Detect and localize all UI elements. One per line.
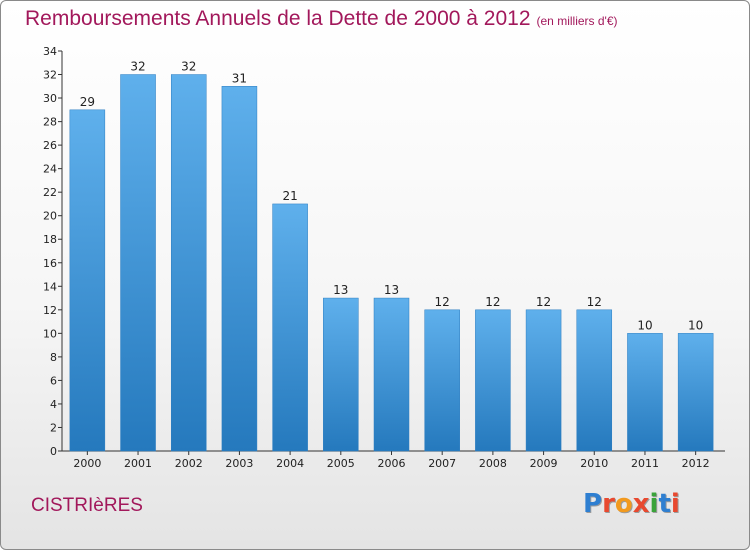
x-axis: 2000 2001 2002 2003 2004 2005 2006 2007 2008 2009… bbox=[62, 450, 725, 470]
y-tick-label: 6 bbox=[50, 374, 57, 387]
data-label: 10 bbox=[637, 318, 652, 332]
logo-letter: P bbox=[583, 489, 603, 519]
bar bbox=[69, 109, 106, 452]
y-tick-label: 18 bbox=[43, 233, 57, 246]
chart-subtitle: (en milliers d'€) bbox=[536, 14, 618, 28]
y-tick-label: 30 bbox=[43, 92, 57, 105]
data-labels: 29 32 32 31 21 13 13 12 12 12 12 10 10 bbox=[80, 60, 704, 333]
x-tick-label: 2001 bbox=[124, 457, 152, 470]
data-label: 29 bbox=[80, 95, 95, 109]
y-tick-label: 10 bbox=[43, 327, 57, 340]
y-tick-label: 28 bbox=[43, 116, 57, 129]
data-label: 13 bbox=[384, 283, 399, 297]
x-tick-label: 2007 bbox=[428, 457, 456, 470]
data-label: 32 bbox=[130, 60, 145, 74]
logo-letter: i bbox=[649, 489, 659, 519]
bar bbox=[373, 297, 410, 452]
data-label: 12 bbox=[485, 295, 500, 309]
bar bbox=[677, 333, 714, 452]
y-tick-label: 14 bbox=[43, 280, 57, 293]
y-tick-label: 20 bbox=[43, 210, 57, 223]
bar bbox=[627, 333, 663, 452]
data-label: 32 bbox=[181, 60, 196, 74]
data-label: 21 bbox=[282, 189, 297, 203]
y-tick-label: 22 bbox=[43, 186, 57, 199]
x-tick-label: 2005 bbox=[327, 457, 355, 470]
x-tick-label: 2000 bbox=[73, 457, 101, 470]
x-tick-label: 2006 bbox=[378, 457, 406, 470]
bar bbox=[170, 74, 207, 452]
y-tick-label: 26 bbox=[43, 139, 57, 152]
bar bbox=[221, 86, 258, 452]
commune-name: CISTRIèRES bbox=[31, 495, 143, 516]
data-label: 12 bbox=[536, 295, 551, 309]
logo-letter: o bbox=[614, 489, 633, 519]
data-label: 13 bbox=[333, 283, 348, 297]
y-tick-label: 8 bbox=[50, 351, 57, 364]
y-tick-label: 32 bbox=[43, 69, 57, 82]
bar bbox=[525, 309, 562, 452]
bar bbox=[323, 297, 359, 452]
y-tick-label: 34 bbox=[43, 45, 57, 58]
bars bbox=[69, 74, 714, 452]
y-tick-label: 16 bbox=[43, 257, 57, 270]
title-text: Remboursements Annuels de la Dette de 20… bbox=[25, 7, 531, 30]
y-tick-label: 24 bbox=[43, 163, 57, 176]
y-tick-label: 4 bbox=[50, 398, 57, 411]
x-tick-label: 2008 bbox=[479, 457, 507, 470]
x-tick-label: 2011 bbox=[631, 457, 659, 470]
bar bbox=[120, 74, 156, 452]
y-tick-label: 2 bbox=[50, 421, 57, 434]
logo-letter: i bbox=[670, 489, 680, 519]
x-tick-label: 2012 bbox=[682, 457, 710, 470]
data-label: 31 bbox=[232, 71, 247, 85]
proxiti-logo: Proxiti bbox=[583, 489, 680, 519]
data-label: 10 bbox=[688, 318, 703, 332]
data-label: 12 bbox=[587, 295, 602, 309]
x-tick-label: 2002 bbox=[175, 457, 203, 470]
bar bbox=[272, 203, 308, 452]
logo-letter: x bbox=[632, 489, 650, 519]
y-tick-label: 12 bbox=[43, 304, 57, 317]
bar bbox=[424, 309, 460, 452]
bar bbox=[475, 309, 511, 452]
logo-letter: t bbox=[658, 489, 671, 519]
x-tick-label: 2003 bbox=[225, 457, 253, 470]
x-tick-label: 2004 bbox=[276, 457, 304, 470]
y-tick-label: 0 bbox=[50, 445, 57, 458]
chart-title: Remboursements Annuels de la Dette de 20… bbox=[25, 7, 618, 31]
x-tick-label: 2009 bbox=[530, 457, 558, 470]
data-label: 12 bbox=[435, 295, 450, 309]
bar bbox=[576, 309, 613, 452]
x-tick-label: 2010 bbox=[580, 457, 608, 470]
logo-letter: r bbox=[602, 489, 615, 519]
